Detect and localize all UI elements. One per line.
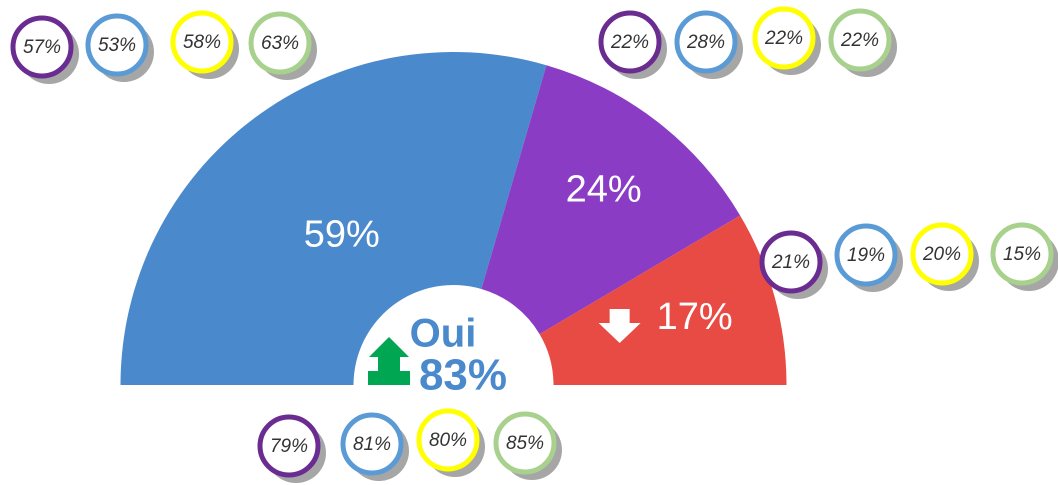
badge — [85, 13, 149, 77]
segment — [539, 215, 787, 385]
badge-label: 79% — [270, 436, 308, 457]
badge-label: 20% — [922, 244, 961, 265]
badge — [834, 223, 898, 287]
badge-label: 53% — [98, 35, 136, 56]
badge-label: 57% — [23, 37, 61, 58]
badges: 57% 53% 58% 63% 22% 28% 22% 22% 21% 19% 20% 15% 79% 8… — [10, 6, 1058, 483]
badge-label: 28% — [686, 32, 725, 53]
badge — [170, 10, 234, 74]
badge-label: 63% — [261, 33, 299, 54]
badge-label: 21% — [771, 252, 810, 273]
down-arrow — [598, 309, 641, 344]
badge-label: 22% — [610, 32, 649, 53]
up-arrow — [368, 337, 410, 385]
badge-label: 15% — [1003, 244, 1041, 265]
segment-label: 17% — [657, 296, 733, 338]
badge — [340, 412, 404, 476]
badge — [598, 10, 662, 74]
badge — [416, 408, 480, 472]
segment-label: 59% — [304, 213, 380, 255]
badge-label: 19% — [847, 245, 885, 266]
badge-label: 22% — [764, 28, 803, 49]
center-value: 83% — [419, 351, 507, 400]
badge-label: 81% — [353, 434, 391, 455]
badge-label: 58% — [183, 32, 221, 53]
badge — [10, 15, 74, 79]
badge — [759, 230, 823, 294]
segment-label: 24% — [566, 168, 642, 210]
badge-label: 85% — [506, 433, 544, 454]
segments: 59% 24% 17% — [120, 52, 787, 385]
segment — [481, 65, 741, 335]
badge-label: 80% — [429, 430, 467, 451]
segment — [120, 52, 547, 385]
center-label: Oui — [410, 312, 477, 356]
badge — [752, 6, 816, 70]
badge — [910, 222, 974, 286]
badge — [493, 411, 557, 475]
badge — [674, 10, 738, 74]
badge — [828, 8, 892, 72]
badge — [990, 222, 1054, 286]
badge-label: 22% — [840, 30, 879, 51]
badge — [248, 11, 312, 75]
badge — [257, 414, 321, 478]
